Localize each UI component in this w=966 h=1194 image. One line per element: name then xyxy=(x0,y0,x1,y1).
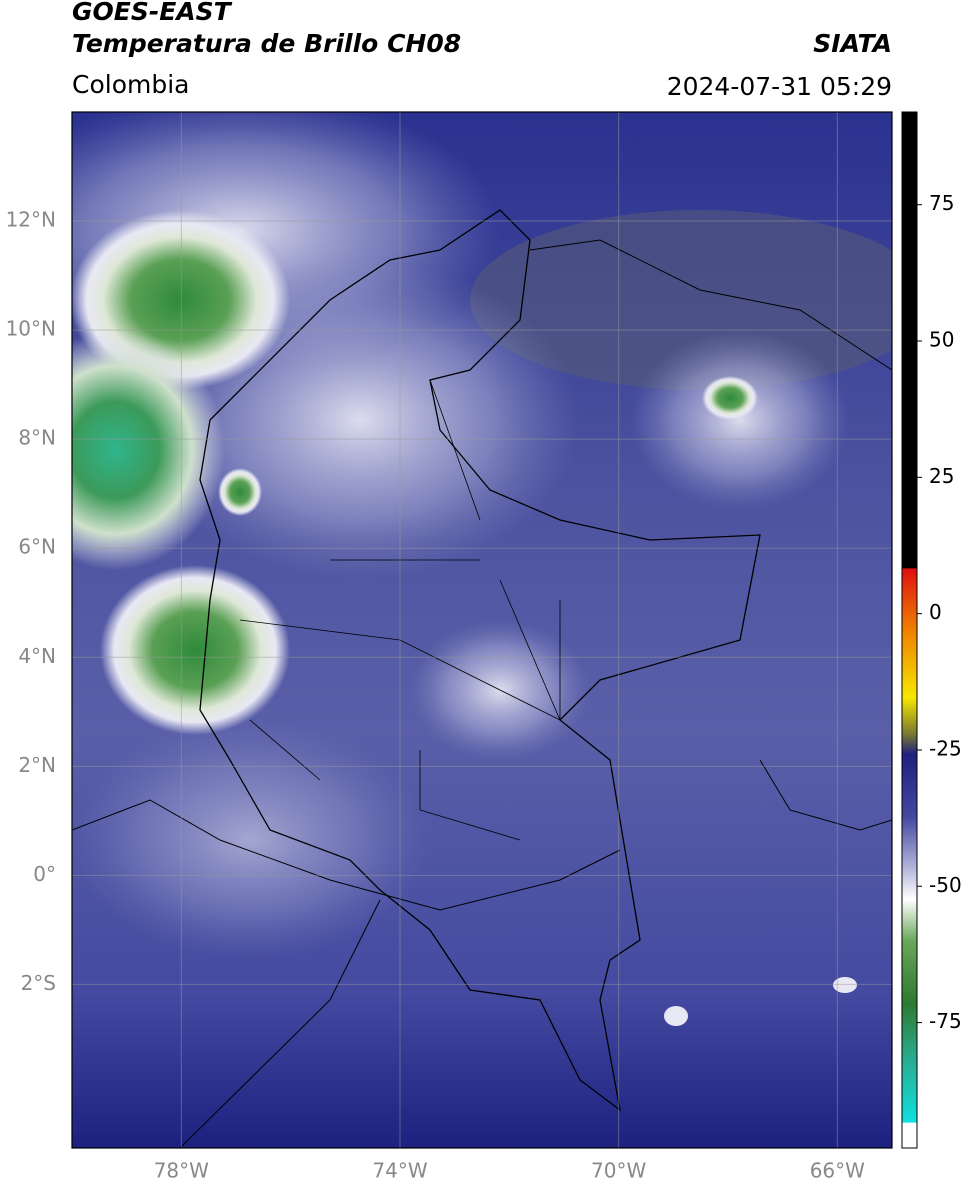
subtitle: Temperatura de Brillo CH08 xyxy=(72,29,461,58)
source: SIATA xyxy=(813,29,892,58)
cloud xyxy=(630,330,850,510)
x-tick-label: 74°W xyxy=(372,1159,427,1183)
convection xyxy=(664,1006,688,1026)
grid xyxy=(72,112,892,1148)
x-tick-label: 78°W xyxy=(154,1159,209,1183)
y-tick-label: 6°N xyxy=(18,535,56,559)
convection xyxy=(72,330,225,570)
title: GOES-EAST xyxy=(72,0,233,26)
y-tick-label: 10°N xyxy=(6,317,56,341)
colorbar-tick-label: 25 xyxy=(929,464,954,488)
x-tick-label: 66°W xyxy=(810,1159,865,1183)
map-image xyxy=(72,112,892,1148)
timestamp: 2024-07-31 05:29 xyxy=(667,72,892,101)
convection xyxy=(100,565,290,735)
colorbar-tick-label: -50 xyxy=(929,873,962,897)
y-tick-label: 2°N xyxy=(18,753,56,777)
x-tick-label: 70°W xyxy=(591,1159,646,1183)
colorbar-tick-label: -25 xyxy=(929,736,962,760)
convection xyxy=(702,376,758,420)
y-tick-label: 8°N xyxy=(18,426,56,450)
colorbar-tick-label: -75 xyxy=(929,1009,962,1033)
y-tick-label: 0° xyxy=(33,862,56,886)
border xyxy=(72,239,892,1148)
region: Colombia xyxy=(72,70,189,99)
y-tick-label: 12°N xyxy=(6,208,56,232)
y-tick-label: 2°S xyxy=(21,971,56,995)
colorbar-tick-label: 75 xyxy=(929,191,954,215)
country-border xyxy=(199,209,761,1112)
colorbar-tick-label: 50 xyxy=(929,328,954,352)
colorbar xyxy=(901,111,918,1149)
convection xyxy=(218,468,262,516)
colorbar-tick-label: 0 xyxy=(929,600,942,624)
cloud xyxy=(72,720,430,960)
map-frame xyxy=(71,111,893,1149)
y-tick-label: 4°N xyxy=(18,644,56,668)
convection xyxy=(833,977,857,993)
